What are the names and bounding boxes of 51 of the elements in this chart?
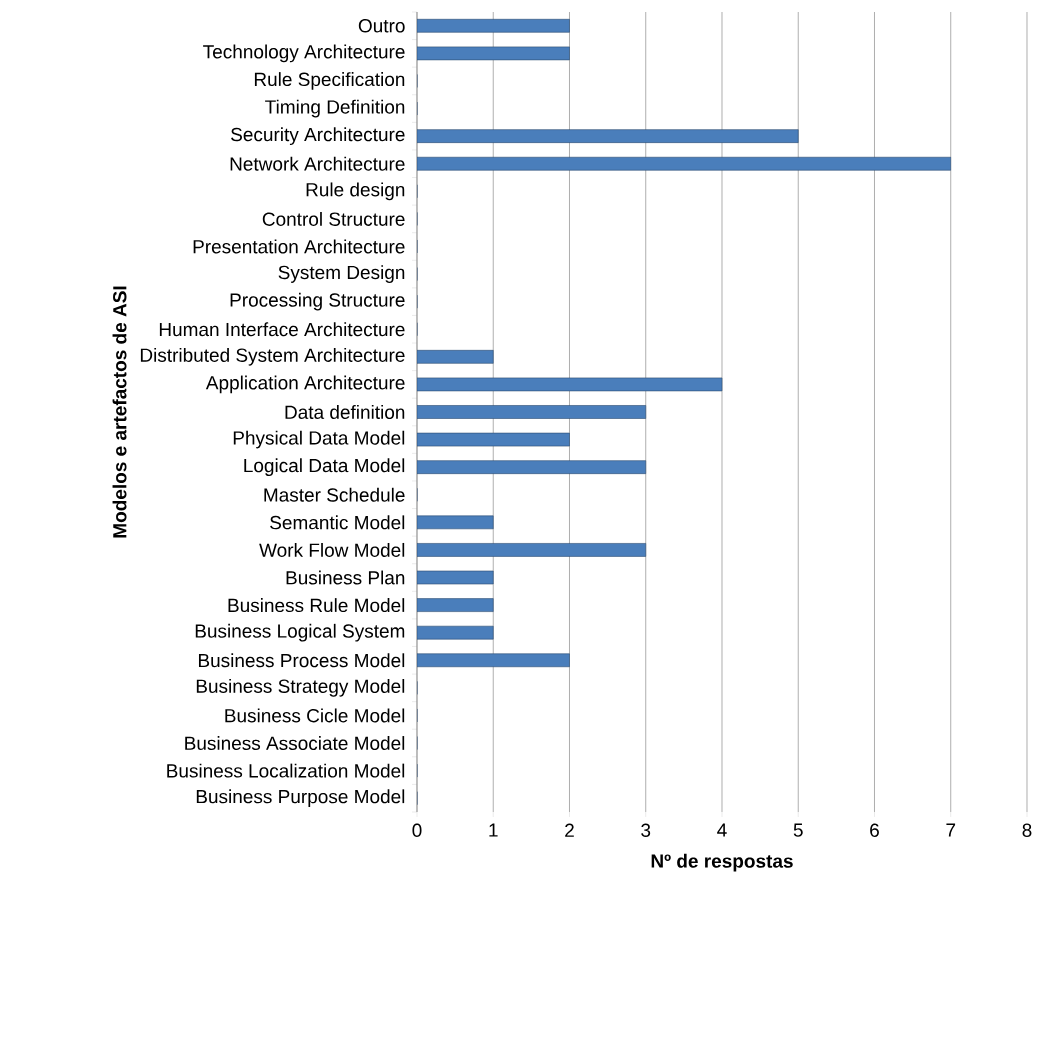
x-tick-label: 5 <box>793 823 803 837</box>
x-tick-label: 6 <box>870 823 879 837</box>
bar <box>416 543 647 557</box>
bar <box>416 405 647 419</box>
bar <box>416 460 647 474</box>
bar <box>416 350 494 364</box>
y-tick-label: Processing Structure <box>230 292 405 311</box>
y-tick-label: Rule Specification <box>254 72 405 90</box>
y-tick-label: Work Flow Model <box>259 542 405 557</box>
x-tick-label: 8 <box>1022 823 1032 837</box>
y-tick-label: Business Purpose Model <box>196 789 405 808</box>
bar <box>416 515 494 530</box>
y-tick-label: Business Localization Model <box>167 763 405 778</box>
y-tick-label: Network Architecture <box>230 156 405 171</box>
x-tick-label: 0 <box>412 823 422 837</box>
bar <box>416 156 952 171</box>
y-tick-label: Rule design <box>306 182 405 201</box>
y-tick-label: System Design <box>278 265 405 283</box>
bar <box>416 598 494 612</box>
y-tick-label: Technology Architecture <box>203 44 405 63</box>
y-tick-label: Business Cicle Model <box>225 708 405 723</box>
y-tick-label: Distributed System Architecture <box>140 347 405 366</box>
y-tick-label: Logical Data Model <box>244 458 405 477</box>
y-tick-label: Business Logical System <box>195 623 405 642</box>
y-tick-label: Timing Definition <box>265 99 405 118</box>
x-tick-label: 1 <box>489 823 498 837</box>
y-tick-label: Presentation Architecture <box>193 239 405 254</box>
bar <box>416 18 570 33</box>
y-tick-label: Business Strategy Model <box>196 679 405 697</box>
y-tick-label: Business Associate Model <box>185 736 405 751</box>
y-tick-label: Application Architecture <box>205 375 405 394</box>
y-axis-title: Modelos e artefactos de ASI <box>112 286 127 538</box>
bar <box>416 653 570 668</box>
x-tick-label: 4 <box>717 823 727 837</box>
y-tick-label: Control Structure <box>262 211 405 226</box>
y-tick-label: Security Architecture <box>231 127 405 145</box>
bar <box>416 129 799 143</box>
y-tick-label: Master Schedule <box>264 487 405 502</box>
y-tick-label: Human Interface Architecture <box>159 322 405 337</box>
y-tick-label: Physical Data Model <box>233 430 405 449</box>
bar <box>416 625 494 640</box>
y-tick-label: Business Rule Model <box>228 598 405 613</box>
y-tick-label: Semantic Model <box>270 515 405 530</box>
x-axis-title: Nº de respostas <box>651 853 793 872</box>
x-tick-label: 3 <box>641 823 651 837</box>
y-tick-label: Business Process Model <box>198 653 405 668</box>
x-tick-label: 2 <box>565 823 574 837</box>
x-tick-label: 7 <box>946 823 956 837</box>
y-tick-label: Data definition <box>285 405 405 419</box>
y-tick-label: Business Plan <box>286 570 405 585</box>
y-tick-label: Outro <box>358 19 405 33</box>
